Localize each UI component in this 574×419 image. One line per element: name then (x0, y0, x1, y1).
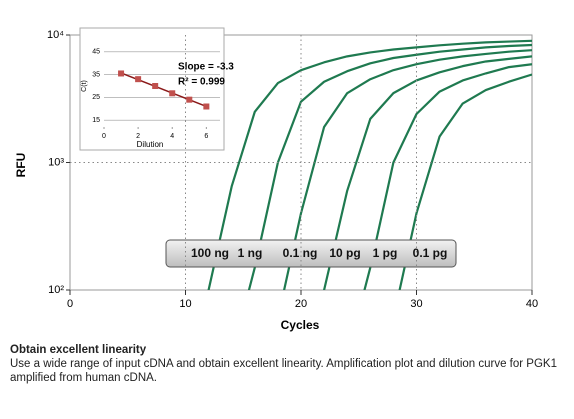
amplification-curve (398, 73, 532, 290)
inset-y-tick-label: 25 (92, 94, 100, 101)
inset-frame (79, 27, 225, 151)
legend-label: 10 pg (329, 246, 360, 260)
inset-y-tick-label: 35 (92, 71, 100, 78)
x-tick-label: 20 (295, 298, 307, 310)
inset-x-tick-label: 2 (136, 133, 140, 140)
x-tick-label: 30 (410, 298, 422, 310)
legend-box (165, 239, 457, 268)
y-tick-label: 10³ (48, 156, 64, 168)
legend-label: 1 pg (373, 246, 398, 260)
amplification-curve (282, 49, 532, 290)
annotation: R² = 0.999 (178, 77, 225, 88)
inset-y-label: C(t) (81, 80, 88, 92)
amplification-curve (207, 39, 532, 290)
y-tick-label: 10⁴ (47, 29, 64, 41)
inset-y-tick-label: 45 (92, 49, 100, 56)
inset-x-label: Dilution (137, 140, 164, 149)
point (152, 83, 159, 89)
caption: Obtain excellent linearity Use a wide ra… (10, 343, 566, 385)
chart: Cycles RFU Dilution C(t) Slope = -3.3 R²… (14, 27, 538, 332)
inset-x-tick-label: 0 (102, 133, 106, 140)
legend-label: 0.1 ng (283, 246, 318, 260)
y-axis-label: RFU (14, 153, 28, 178)
legend-label: 100 ng (191, 246, 229, 260)
point (203, 103, 210, 110)
inset-x-tick-label: 4 (170, 133, 174, 140)
point (186, 96, 193, 103)
caption-text: Use a wide range of input cDNA and obtai… (10, 358, 557, 384)
caption-title: Obtain excellent linearity (10, 344, 147, 356)
amplification-curve (363, 63, 532, 290)
inset-x-tick-label: 6 (204, 133, 208, 140)
point (169, 90, 176, 97)
x-tick-label: 10 (179, 298, 191, 310)
x-tick-label: 40 (526, 298, 538, 310)
legend-label: 1 ng (238, 246, 263, 260)
x-axis-label: Cycles (281, 318, 320, 332)
point (118, 70, 125, 77)
inset-y-tick-label: 15 (92, 117, 100, 124)
x-tick-label: 0 (67, 298, 73, 310)
amplification-curve (322, 55, 532, 290)
annotation: Slope = -3.3 (178, 62, 234, 73)
amplification-curve (247, 43, 532, 290)
legend-label: 0.1 pg (413, 246, 448, 260)
point (135, 76, 142, 83)
y-tick-label: 10² (48, 284, 64, 296)
